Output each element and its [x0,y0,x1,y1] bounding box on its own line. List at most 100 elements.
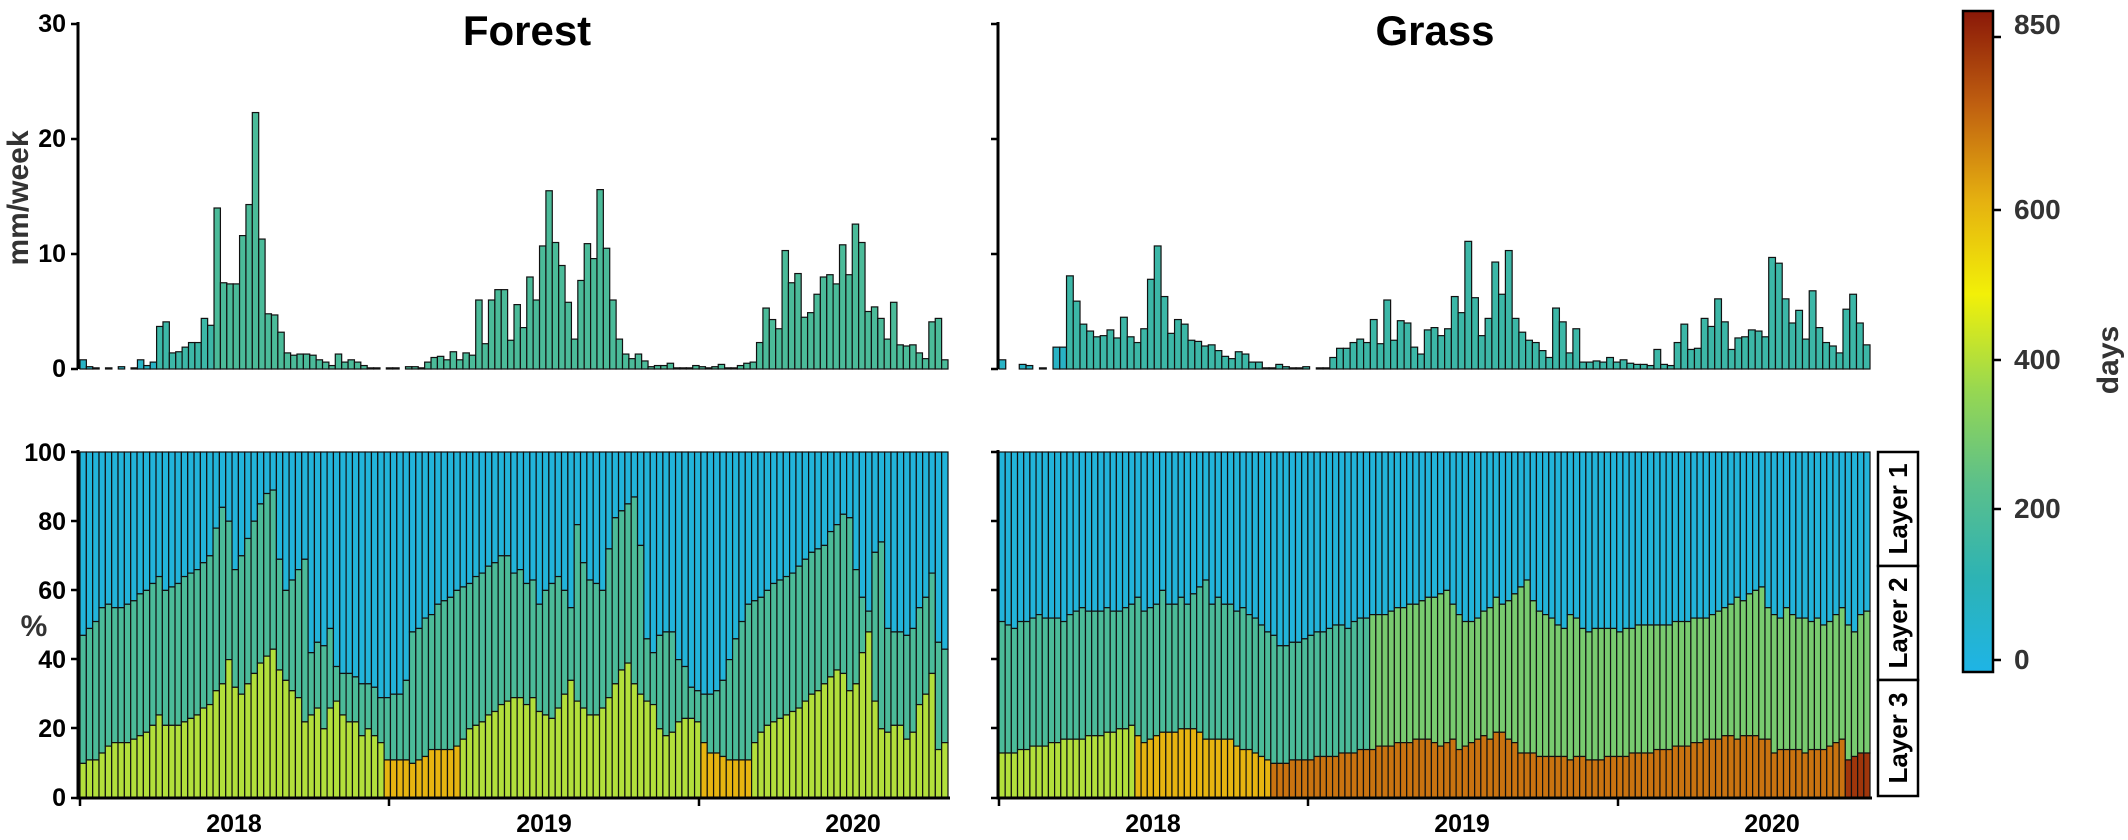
precip-bar [838,244,847,370]
layer2-bar [161,589,170,726]
forest-xtick-2018: 2018 [206,810,262,838]
layer3-bar [472,724,480,799]
layer3-bar [624,662,632,799]
precip-bar [136,359,145,370]
layer1-bar [1251,451,1260,619]
layer1-bar [1616,451,1624,633]
layer3-bar [92,759,100,799]
precip-bar [117,366,126,370]
layer3-bar [719,755,727,799]
layer2-bar [237,555,246,695]
precip-bar [481,343,490,370]
precip-bar [1491,261,1500,370]
layer1-bar [415,451,423,630]
layer3-bar [1325,755,1334,799]
layer1-bar [687,451,696,688]
layer2-bar [757,596,765,733]
layer1-bar [1344,451,1352,630]
precip-bar [1599,361,1608,370]
precip-bar [1254,361,1263,370]
layer2-bar [491,562,499,713]
layer1-bar [668,451,677,633]
precip-bar [1153,245,1162,370]
layer1-bar [377,451,385,699]
precip-bar [207,324,215,370]
layer2-bar [915,607,924,706]
precip-bar [1545,356,1554,370]
layer1-bar [1301,451,1309,640]
precip-bar [334,353,343,370]
layer1-bar [1850,451,1859,633]
precip-bar [1538,350,1547,370]
precip-bar [1795,309,1804,370]
layer3-bar [1838,738,1846,799]
layer3-bar [586,714,594,799]
layer3-bar [808,693,816,799]
precip-ylabel: mm/week [2,130,35,265]
precip-bar [1194,340,1203,370]
layer2-bar [1616,631,1624,758]
layer3-bar [852,683,860,799]
layer1-bar [915,451,924,609]
layer2-bar [522,582,531,706]
layer3-bar [282,679,290,799]
grass-layer-xticks [997,798,1620,806]
layer1-bar [719,451,727,681]
layer2-bar [180,575,189,723]
layer2-bar [1097,610,1105,737]
layer1-bar [1572,451,1581,619]
layer1-bar [1121,451,1130,609]
layer1-bar [1072,451,1080,612]
layer2-bar [668,631,677,733]
precip-bar [219,282,228,370]
layer1-bar [1585,451,1593,633]
layer1-bar [700,451,708,695]
layer2-bar [1523,579,1531,754]
layer1-bar [1659,451,1667,626]
layer1-bar [903,451,911,636]
layer1-bar [1622,451,1630,630]
layer3-bar [218,683,227,799]
layer3-bar [636,693,645,799]
precip-bar [1335,347,1344,370]
layer3-bar [421,755,430,799]
layer3-bar [1863,752,1871,799]
layer2-bar [1239,607,1247,751]
layer3-bar [579,707,588,799]
layer3-bar [1752,735,1760,799]
precip-bar [749,361,758,370]
layer2-bar [1529,600,1538,754]
layer2-bar [383,697,392,761]
layer1-bar [440,451,449,602]
layer1-bar [1307,451,1315,636]
layer1-bar [782,451,791,578]
layer1-bar [649,451,658,654]
layer3-bar [1511,742,1519,799]
precip-bar [851,223,860,370]
layer2-bar [1109,610,1117,733]
layer2-bar [1325,627,1334,758]
layer1-bar [1653,451,1661,626]
layer2-bar [1665,624,1673,751]
layer1-bar [1060,451,1068,623]
layer2-bar [421,617,430,758]
layer3-bar [402,759,411,799]
layer1-bar [516,451,525,571]
layer3-bar [269,648,278,799]
forest-precip-yticks [71,22,78,371]
precip-bar [653,364,662,370]
layer2-bar [478,572,487,723]
layer1-bar [1288,451,1297,643]
layer1-bar [1393,451,1402,609]
layer2-bar [1647,624,1655,754]
layer1-bar [1103,451,1111,609]
precip-bar [1842,308,1851,370]
layer3-bar [598,707,607,799]
layer2-label-box [1876,564,1920,682]
precip-bar [1464,240,1473,370]
layer2-bar [1443,589,1451,744]
precip-bar [302,353,311,370]
layer3-bar [1023,748,1031,799]
precip-bar [79,359,87,370]
layer2-bar [332,665,341,702]
